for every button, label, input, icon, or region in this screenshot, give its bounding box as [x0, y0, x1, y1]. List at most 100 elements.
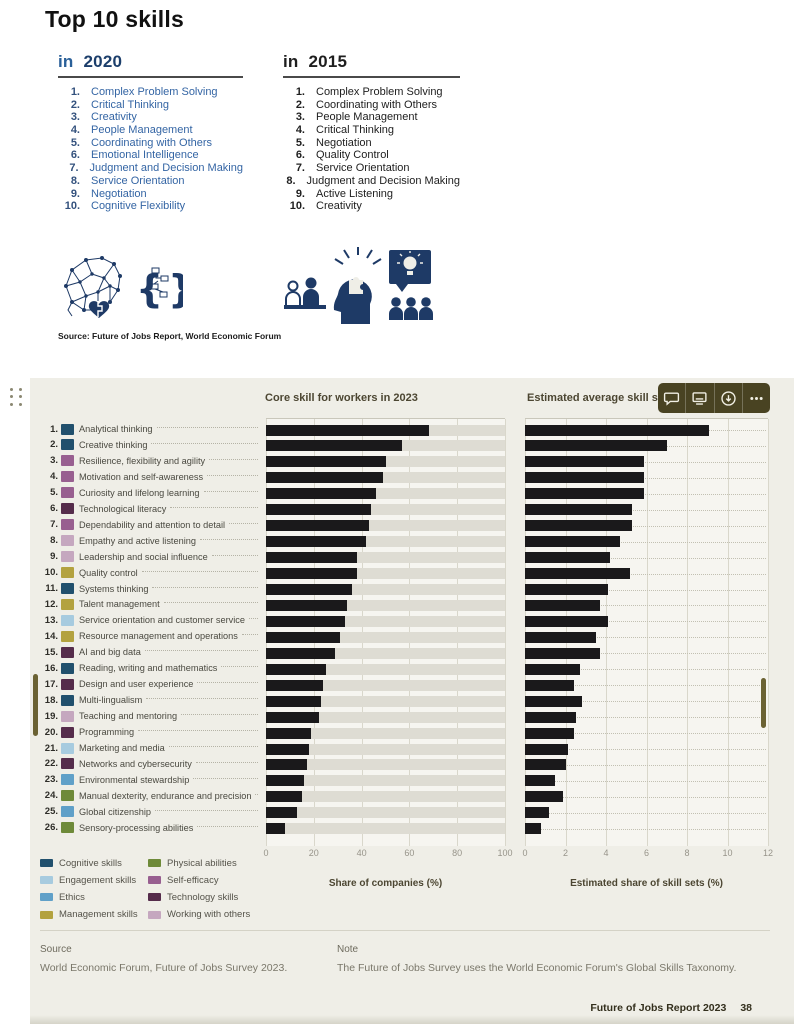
display-icon — [692, 391, 707, 405]
skill-category-swatch — [61, 598, 74, 610]
bar-track — [266, 743, 505, 755]
skill-category-swatch — [61, 662, 74, 674]
list-item-number: 6. — [295, 149, 305, 162]
axis-tick-label: 60 — [404, 848, 415, 858]
label-leader — [168, 746, 258, 747]
label-leader — [152, 586, 258, 588]
skill-rank: 3. — [50, 455, 58, 467]
skill-label: Manual dexterity, endurance and precisio… — [79, 790, 252, 801]
skill-row: 16. Reading, writing and mathematics — [30, 660, 262, 676]
skill-label: Environmental stewardship — [79, 774, 190, 785]
list-item-label: Cognitive Flexibility — [91, 200, 186, 213]
axis-tick-label: 20 — [308, 848, 319, 858]
skill-rank: 6. — [50, 503, 58, 515]
skill-category-swatch — [61, 774, 74, 786]
skill-row: 2. Creative thinking — [30, 437, 262, 453]
list-header-year: 2020 — [83, 52, 123, 71]
bar-track — [266, 727, 505, 739]
label-leader — [163, 602, 258, 604]
legend-swatch — [40, 859, 53, 867]
legend-item: Cognitive skills — [40, 856, 122, 870]
bar — [266, 536, 367, 548]
bar-track — [266, 568, 505, 580]
row-leader — [525, 477, 766, 479]
skill-rank: 8. — [50, 535, 58, 547]
skill-category-swatch — [61, 487, 74, 499]
skill-row: 22. Networks and cybersecurity — [30, 756, 262, 772]
more-button[interactable] — [741, 383, 770, 413]
skill-label: Resource management and operations — [79, 631, 238, 642]
list-item-number: 6. — [70, 149, 80, 162]
skill-label: Service orientation and customer service — [79, 615, 245, 626]
bar — [266, 520, 369, 532]
bar — [525, 663, 580, 675]
skill-row: 14. Resource management and operations — [30, 628, 262, 644]
skill-rank: 24. — [44, 790, 58, 802]
legend-item: Management skills — [40, 908, 138, 922]
axis-tick-label: 6 — [643, 848, 649, 858]
bar — [266, 807, 298, 819]
skill-rank: 22. — [44, 758, 58, 770]
label-leader — [207, 474, 258, 476]
bar — [525, 536, 621, 548]
label-leader — [248, 618, 258, 620]
legend-item: Technology skills — [148, 890, 238, 904]
skill-rank: 20. — [44, 726, 58, 738]
skill-label: Curiosity and lifelong learning — [79, 487, 200, 498]
list-item-label: Complex Problem Solving — [91, 86, 218, 98]
bar-track — [266, 791, 505, 803]
download-button[interactable] — [713, 383, 742, 413]
list-item-number: 3. — [70, 111, 80, 124]
bar — [266, 727, 312, 739]
label-leader — [156, 427, 258, 428]
list-item-label: Complex Problem Solving — [316, 86, 443, 98]
bar — [266, 424, 429, 436]
skill-rank: 9. — [50, 551, 58, 563]
bar-track — [266, 615, 505, 627]
bar — [525, 695, 582, 707]
footer-report-title: Future of Jobs Report 2023 — [590, 1002, 727, 1014]
bar — [525, 488, 645, 500]
skill-rank: 1. — [50, 423, 58, 435]
list-item: 1. Complex Problem Solving — [283, 86, 460, 99]
scroll-handle-left[interactable] — [33, 674, 38, 736]
list-item-label: Negotiation — [316, 136, 372, 149]
bar — [525, 440, 667, 452]
label-leader — [197, 825, 258, 827]
label-leader — [203, 490, 258, 492]
list-item: 3. People Management — [283, 111, 460, 124]
list-item-label: Service Orientation — [316, 162, 410, 175]
row-leader — [525, 653, 766, 655]
collaboration-icon — [283, 246, 433, 326]
scroll-handle-right[interactable] — [761, 678, 766, 728]
list-item-number: 4. — [295, 124, 305, 137]
ai-brain-icon: { } — [58, 252, 195, 324]
bar — [525, 472, 645, 484]
row-leader — [525, 669, 766, 671]
row-leader — [525, 717, 766, 719]
bar — [266, 759, 307, 771]
gridline — [727, 419, 729, 846]
skill-category-swatch — [61, 567, 74, 579]
skill-row: 3. Resilience, flexibility and agility — [30, 453, 262, 469]
legend-label: Physical abilities — [167, 857, 237, 869]
display-button[interactable] — [685, 383, 713, 413]
bar — [525, 456, 645, 468]
label-leader — [221, 666, 258, 668]
bar — [266, 663, 326, 675]
block-drag-handle[interactable] — [8, 387, 24, 407]
comment-button[interactable] — [658, 383, 685, 413]
axis-tick-label: 8 — [684, 848, 690, 858]
bar — [266, 456, 386, 468]
skill-label: Leadership and social influence — [79, 551, 208, 562]
skill-label: Systems thinking — [79, 583, 149, 594]
x-axis-label-left: Share of companies (%) — [328, 878, 443, 889]
list-item: 2. Critical Thinking — [58, 99, 243, 112]
list-item: 1. Complex Problem Solving — [58, 86, 243, 99]
bar — [266, 711, 319, 723]
skill-category-swatch — [61, 423, 74, 435]
bar-track — [266, 552, 505, 564]
legend-item: Working with others — [148, 908, 250, 922]
skill-share-chart — [525, 418, 769, 846]
footer-page-number: 38 — [740, 1002, 752, 1014]
